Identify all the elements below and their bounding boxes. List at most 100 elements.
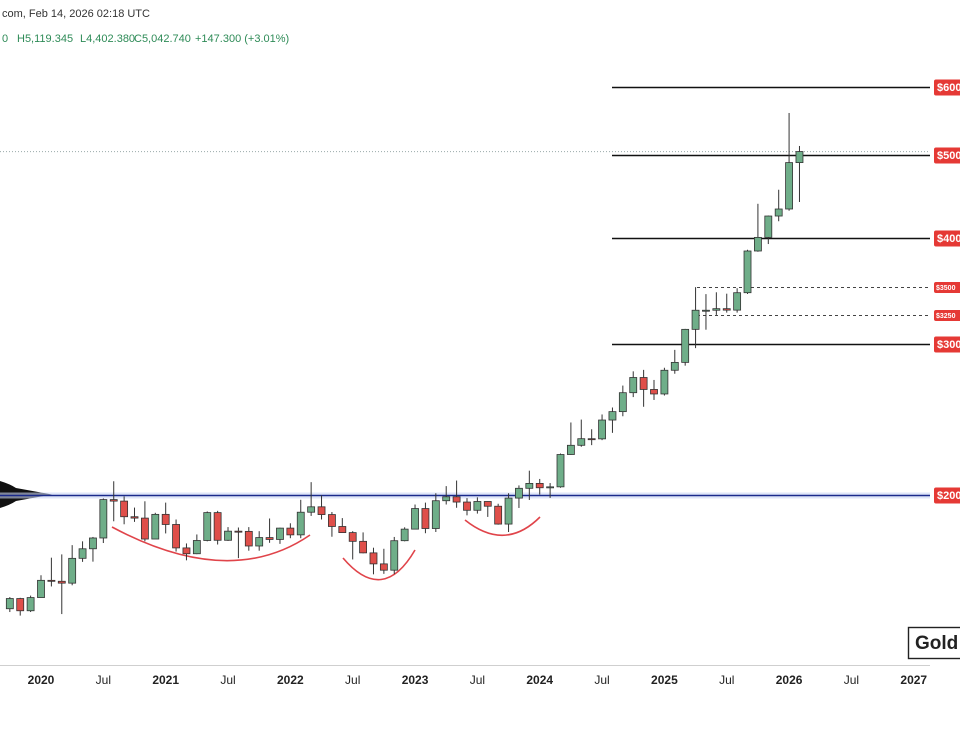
candle-body — [774, 208, 783, 217]
candle-body — [411, 508, 419, 530]
level-label-box — [934, 487, 960, 504]
level-label: $6000 — [937, 82, 960, 94]
candle-body — [317, 506, 326, 515]
candle-body — [348, 532, 357, 542]
candle-body — [26, 597, 35, 612]
candle-body — [629, 377, 638, 394]
candle-body — [494, 505, 503, 525]
candle-body — [722, 308, 731, 311]
candle-body — [224, 530, 232, 541]
candle-body — [192, 540, 201, 555]
x-tick-label: Jul — [594, 673, 609, 687]
x-tick-label: 2021 — [152, 673, 179, 687]
candle-body — [161, 513, 170, 525]
candle-body — [234, 530, 243, 533]
candle-body — [618, 392, 627, 413]
candle-body — [16, 598, 25, 612]
candle-body — [390, 540, 399, 571]
x-tick-label: 2020 — [28, 673, 55, 687]
candle-body — [764, 215, 773, 238]
ohlc-low: L4,402.380 — [80, 33, 135, 45]
x-tick-label: Jul — [844, 673, 859, 687]
candle-body — [754, 236, 762, 252]
candle-body — [68, 557, 77, 584]
level-label-box — [934, 310, 960, 321]
level-label-box — [934, 282, 960, 293]
candle-body — [660, 369, 669, 395]
candle-body — [109, 499, 118, 502]
level-label: $2000 — [937, 490, 960, 502]
candle-body — [473, 501, 482, 511]
level-label: $4000 — [937, 233, 960, 245]
candle-body — [795, 151, 804, 164]
candle-body — [57, 580, 66, 584]
ohlc-open: 0 — [2, 33, 8, 45]
ohlc-legend: 0 H5,119.345 L4,402.380 C5,042.740 +147.… — [2, 33, 289, 45]
candle-body — [203, 512, 212, 541]
candle-body — [577, 438, 586, 446]
logo: Gold — [915, 633, 958, 654]
candle-body — [47, 579, 56, 582]
candle-body — [151, 513, 160, 540]
candle-body — [691, 309, 700, 330]
candle-body — [608, 411, 617, 421]
candle-body — [172, 524, 180, 549]
candle-body — [400, 528, 409, 542]
candle-body — [587, 438, 596, 441]
candle-body — [463, 501, 471, 511]
level-label: $3500 — [936, 285, 956, 292]
ohlc-change: +147.300 (+3.01%) — [195, 33, 289, 45]
candle-body — [504, 497, 513, 525]
candle-body — [379, 563, 388, 571]
x-tick-label: Jul — [345, 673, 360, 687]
plot — [0, 86, 930, 616]
candle-body — [650, 389, 658, 395]
candle-body — [525, 483, 534, 489]
candle-body — [130, 516, 139, 519]
candle-body — [276, 527, 284, 540]
candle-body — [369, 552, 378, 565]
x-tick-label: 2022 — [277, 673, 304, 687]
candle-body — [421, 508, 430, 529]
x-tick-label: 2026 — [776, 673, 803, 687]
logo-box — [907, 626, 960, 660]
candle-body — [442, 496, 451, 502]
candle-body — [120, 500, 129, 518]
candle-body — [483, 501, 492, 507]
candle-body — [182, 547, 191, 555]
candle-body — [702, 309, 710, 312]
candle-body — [743, 250, 752, 294]
candle-body — [785, 162, 793, 210]
cup-curve — [464, 516, 541, 537]
candle-body — [265, 537, 274, 540]
candle-body — [556, 454, 565, 488]
candle-body — [5, 598, 14, 610]
candle-body — [639, 377, 648, 390]
candle-body — [452, 496, 461, 503]
level-label-box — [934, 79, 960, 96]
candle-body — [338, 526, 347, 534]
level-label-box — [934, 147, 960, 164]
header-info: com, Feb 14, 2026 02:18 UTC — [2, 8, 150, 20]
candle-body — [307, 506, 316, 513]
candle-body — [328, 514, 336, 527]
candle-body — [712, 308, 721, 311]
level-label-box — [934, 230, 960, 247]
level-label-box — [934, 336, 960, 353]
candle-body — [681, 328, 690, 363]
x-tick-label: Jul — [719, 673, 734, 687]
candle-body — [431, 500, 440, 529]
level-label: $3250 — [936, 313, 956, 320]
candle-body — [535, 483, 544, 489]
candle-body — [546, 486, 555, 489]
candle-body — [99, 499, 108, 539]
level-label: $5000 — [937, 150, 960, 162]
candle-body — [213, 512, 222, 541]
candle-body — [244, 530, 253, 547]
candle-body — [515, 487, 523, 499]
candle-body — [140, 517, 149, 540]
candle-body — [296, 511, 305, 536]
